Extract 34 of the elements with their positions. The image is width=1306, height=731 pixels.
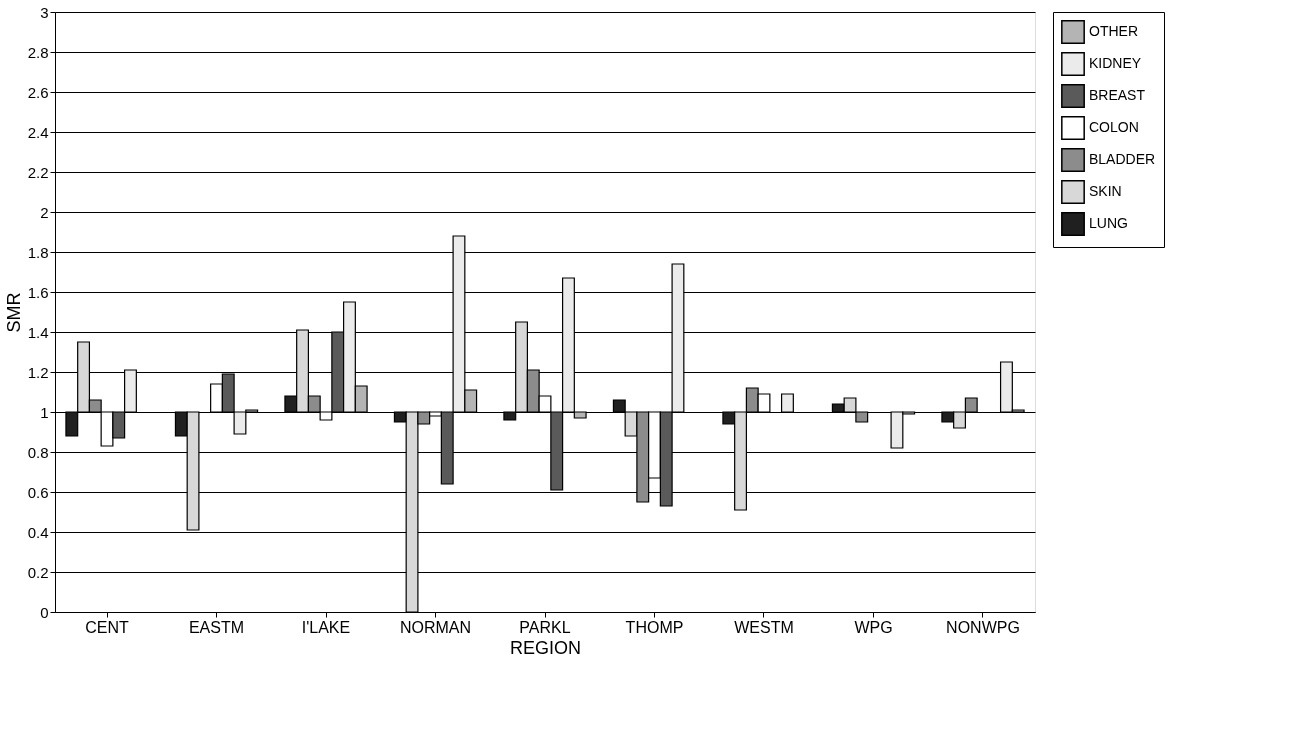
x-axis-title: REGION (509, 637, 582, 658)
x-tick-label: PARKL (519, 618, 571, 636)
x-tick-label: NORMAN (399, 618, 472, 636)
y-tick-label: 1.4 (27, 323, 49, 341)
y-tick-label: 1.6 (27, 283, 49, 301)
y-axis-title: SMR (3, 292, 24, 333)
y-tick-label: 2.4 (27, 123, 49, 141)
legend-label: BLADDER (1089, 151, 1156, 167)
y-tick-label: 1.2 (27, 363, 49, 381)
y-tick-label: 0.2 (27, 563, 49, 581)
legend-label: BREAST (1089, 87, 1146, 103)
x-tick-label: WPG (854, 618, 893, 636)
y-tick-label: 0.6 (27, 483, 49, 501)
x-tick-label: CENT (85, 618, 130, 636)
x-tick-label: EASTM (188, 618, 245, 636)
y-tick-label: 2.8 (27, 43, 49, 61)
legend-label: OTHER (1089, 23, 1138, 39)
x-tick-label: WESTM (734, 618, 794, 636)
y-tick-label: 0.4 (27, 523, 49, 541)
y-tick-label: 1.8 (27, 243, 49, 261)
legend-label: KIDNEY (1089, 55, 1142, 71)
y-tick-label: 2 (40, 203, 49, 221)
y-tick-label: 2.6 (27, 83, 49, 101)
x-tick-label: NONWPG (946, 618, 1020, 636)
x-tick-label: I'LAKE (301, 618, 351, 636)
y-tick-label: 0.8 (27, 443, 49, 461)
legend-label: COLON (1089, 119, 1139, 135)
legend-label: LUNG (1089, 215, 1128, 231)
y-tick-label: 2.2 (27, 163, 49, 181)
y-tick-label: 1 (40, 403, 49, 421)
x-tick-label: THOMP (625, 618, 684, 636)
y-tick-label: 0 (40, 603, 49, 621)
legend-label: SKIN (1089, 183, 1122, 199)
y-tick-label: 3 (40, 3, 49, 21)
